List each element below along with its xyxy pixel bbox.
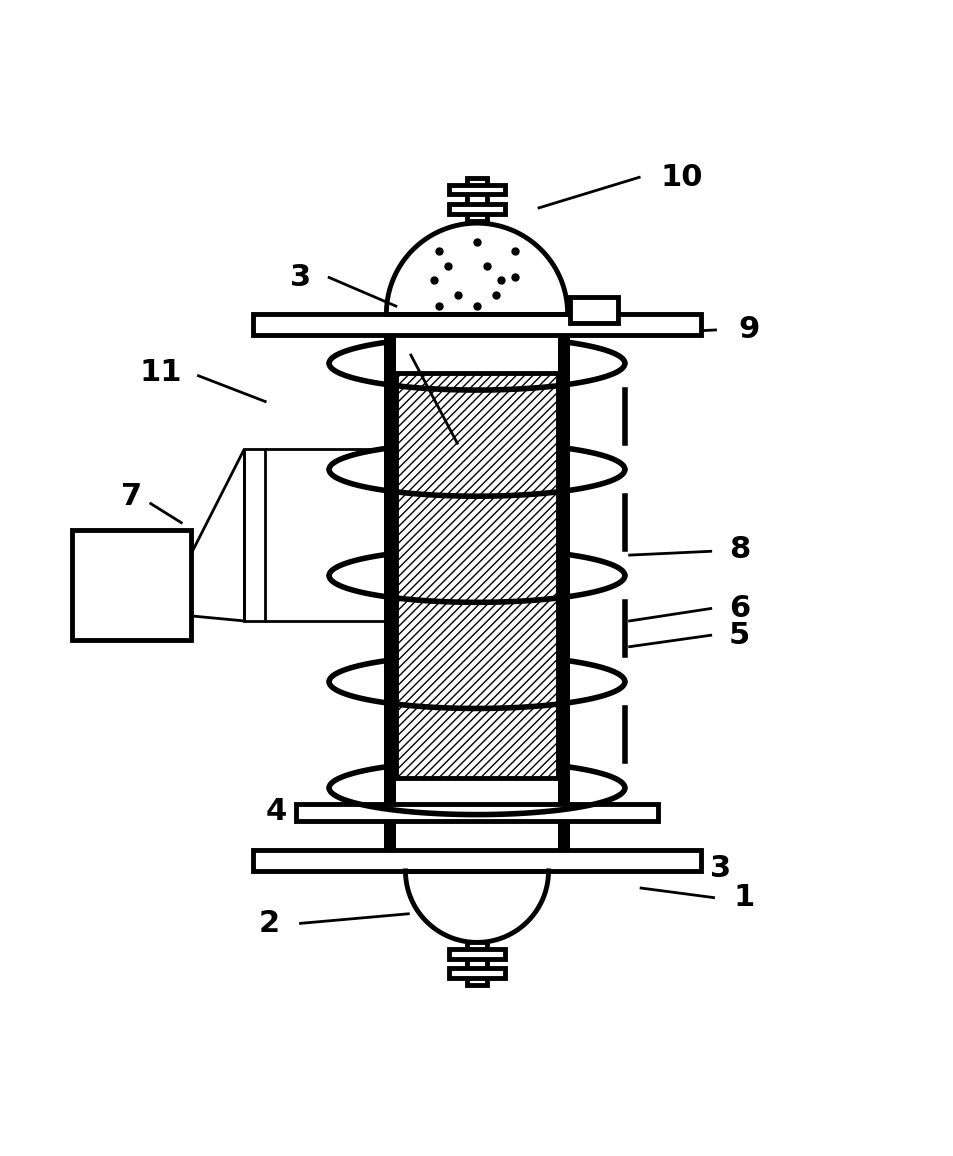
Text: 10: 10: [660, 163, 702, 192]
Text: 2: 2: [258, 909, 279, 938]
Bar: [449, 185, 504, 194]
Bar: [395, 373, 558, 778]
Bar: [449, 969, 504, 978]
Text: 3: 3: [290, 264, 311, 292]
Bar: [253, 313, 700, 335]
Bar: [383, 335, 395, 850]
Bar: [449, 203, 504, 214]
Bar: [466, 942, 487, 985]
Text: 11: 11: [139, 358, 181, 387]
Bar: [253, 850, 700, 870]
Text: 6: 6: [728, 594, 749, 623]
Text: 7: 7: [121, 482, 142, 511]
Bar: [244, 450, 265, 621]
Text: 9: 9: [738, 316, 759, 344]
Bar: [71, 531, 191, 640]
Bar: [466, 178, 487, 221]
Bar: [395, 778, 558, 850]
Text: 8: 8: [728, 535, 749, 564]
Bar: [395, 335, 558, 373]
Text: 4: 4: [266, 798, 287, 827]
Bar: [558, 335, 570, 850]
Text: 1: 1: [733, 883, 754, 912]
Text: 5: 5: [728, 621, 749, 650]
Bar: [295, 805, 658, 821]
Text: 3: 3: [709, 854, 730, 883]
Bar: [395, 373, 558, 778]
Bar: [449, 949, 504, 958]
Bar: [570, 297, 618, 324]
